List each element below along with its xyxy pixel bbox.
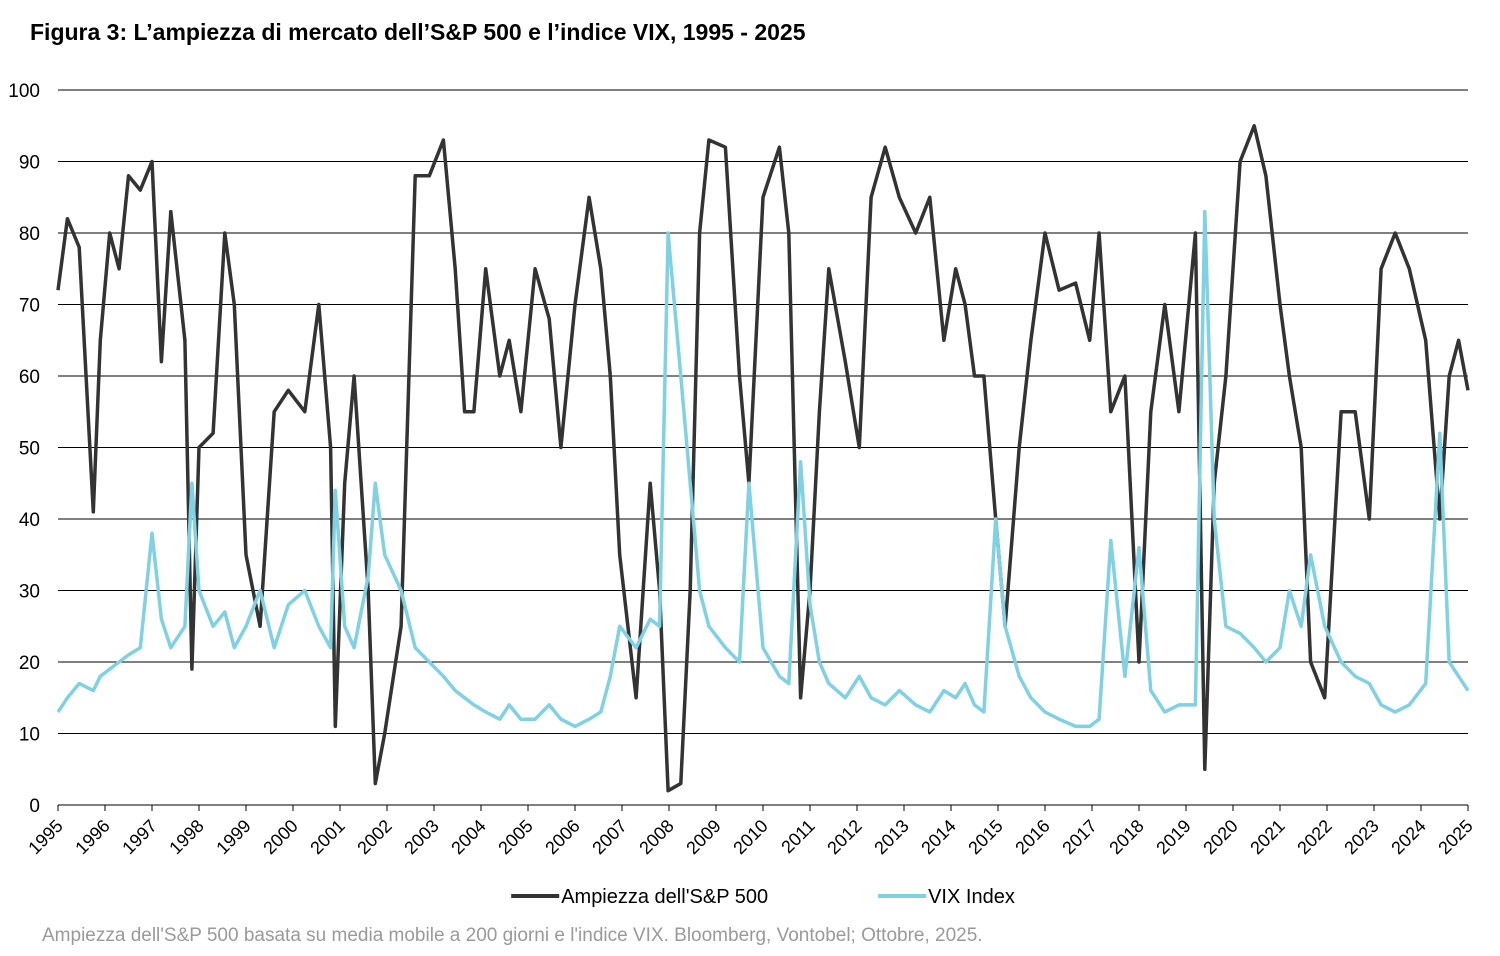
series-line bbox=[56, 124, 1470, 793]
y-tick-label: 40 bbox=[19, 510, 40, 531]
x-tick-label: 2023 bbox=[1340, 816, 1382, 858]
y-tick-label: 70 bbox=[19, 296, 40, 317]
x-tick-label: 2024 bbox=[1387, 816, 1429, 858]
footnote: Ampiezza dell'S&P 500 basata su media mo… bbox=[42, 925, 983, 946]
x-tick-label: 2025 bbox=[1434, 816, 1476, 858]
x-tick-label: 2016 bbox=[1011, 816, 1053, 858]
y-tick-label: 20 bbox=[19, 653, 40, 674]
y-tick-label: 30 bbox=[19, 582, 40, 603]
x-tick-label: 2010 bbox=[729, 816, 771, 858]
y-tick-label: 60 bbox=[19, 367, 40, 388]
x-tick-label: 1998 bbox=[165, 816, 207, 858]
legend-label: VIX Index bbox=[928, 886, 1015, 908]
chart-title: Figura 3: L’ampiezza di mercato dell’S&P… bbox=[30, 19, 806, 45]
x-tick-label: 2005 bbox=[494, 816, 536, 858]
y-tick-label: 50 bbox=[19, 439, 40, 460]
grid bbox=[58, 89, 1468, 806]
x-tick-label: 2009 bbox=[682, 816, 724, 858]
x-tick-label: 2018 bbox=[1105, 816, 1147, 858]
x-tick-label: 2002 bbox=[353, 816, 395, 858]
y-tick-label: 90 bbox=[19, 153, 40, 174]
x-tick-label: 1996 bbox=[71, 816, 113, 858]
x-tick-label: 2020 bbox=[1199, 816, 1241, 858]
x-tick-label: 2006 bbox=[541, 816, 583, 858]
y-tick-label: 80 bbox=[19, 224, 40, 245]
y-tick-label: 0 bbox=[29, 796, 40, 817]
axes: 0 10 20 30 40 50 60 70 80 90 100 1995 1996 1997 1998 19… bbox=[8, 81, 1477, 858]
x-tick-label: 1997 bbox=[118, 816, 160, 858]
x-tick-label: 2012 bbox=[823, 816, 865, 858]
x-tick-label: 2011 bbox=[777, 816, 819, 858]
x-tick-label: 2013 bbox=[870, 816, 912, 858]
x-tick-label: 2004 bbox=[447, 816, 489, 858]
x-tick-label: 2008 bbox=[635, 816, 677, 858]
y-tick-label: 10 bbox=[19, 725, 40, 746]
x-tick-label: 2017 bbox=[1058, 816, 1100, 858]
x-tick-label: 2007 bbox=[588, 816, 630, 858]
x-tick-label: 1995 bbox=[24, 816, 66, 858]
x-tick-label: 2014 bbox=[917, 816, 959, 858]
x-tick-label: 2022 bbox=[1293, 816, 1335, 858]
x-tick-label: 2000 bbox=[259, 816, 301, 858]
legend-label: Ampiezza dell'S&P 500 bbox=[561, 886, 768, 908]
lines bbox=[56, 124, 1470, 793]
y-tick-label: 100 bbox=[8, 81, 40, 102]
x-tick-label: 2003 bbox=[400, 816, 442, 858]
x-tick-label: 2015 bbox=[964, 816, 1006, 858]
x-tick-label: 2019 bbox=[1152, 816, 1194, 858]
x-tick-label: 2021 bbox=[1246, 816, 1288, 858]
series-line bbox=[56, 209, 1470, 729]
x-tick-label: 1999 bbox=[212, 816, 254, 858]
legend: Ampiezza dell'S&P 500 VIX Index bbox=[511, 886, 1015, 908]
x-tick-label: 2001 bbox=[306, 816, 348, 858]
